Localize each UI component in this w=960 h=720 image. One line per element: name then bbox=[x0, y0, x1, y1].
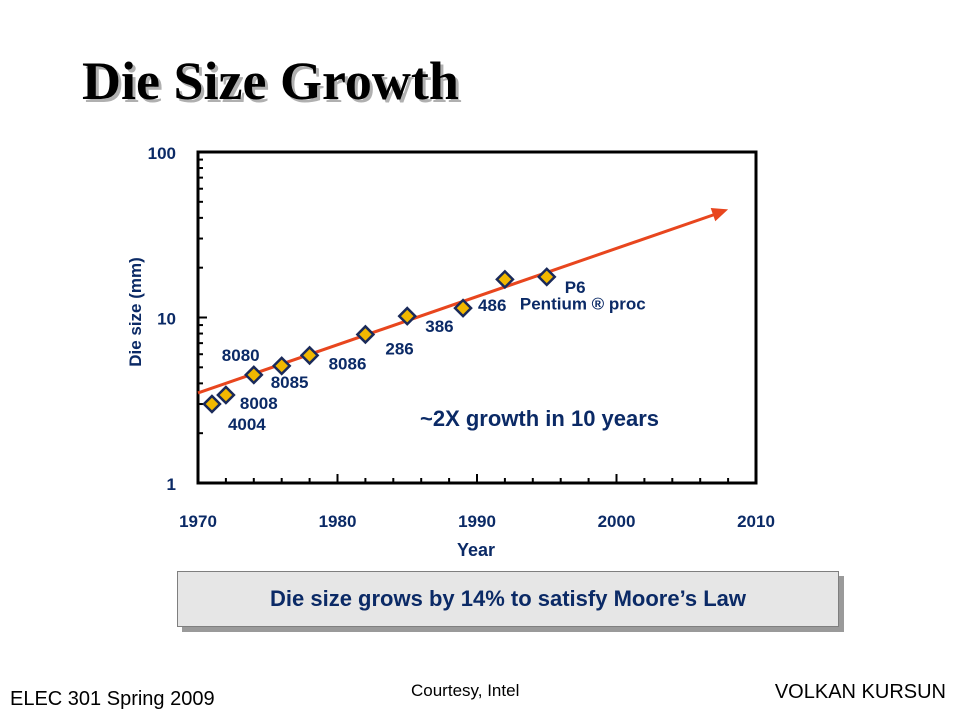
data-point-label: P6 bbox=[565, 278, 586, 297]
chart-axes bbox=[196, 150, 758, 485]
course-label: ELEC 301 Spring 2009 bbox=[10, 688, 215, 710]
moore-law-callout: Die size grows by 14% to satisfy Moore’s… bbox=[177, 571, 839, 627]
data-point bbox=[271, 356, 292, 376]
data-point-label: 8086 bbox=[329, 354, 367, 373]
callout-text: Die size grows by 14% to satisfy Moore’s… bbox=[270, 586, 746, 611]
trend-arrowhead bbox=[710, 208, 729, 222]
data-point-label: 8085 bbox=[271, 373, 309, 392]
data-point bbox=[299, 345, 320, 366]
data-point bbox=[397, 306, 418, 326]
chart-tick-labels: 1970 1980 1990 2000 2010 1 10 100 bbox=[148, 144, 775, 531]
data-point-label: Pentium ® proc bbox=[520, 294, 646, 313]
data-point bbox=[536, 267, 557, 287]
data-point-label: 486 bbox=[478, 296, 506, 315]
author-label: VOLKAN KURSUN bbox=[774, 681, 946, 703]
y-axis-label: Die size (mm) bbox=[126, 257, 145, 367]
data-point-label: 4004 bbox=[228, 415, 266, 434]
x-tick-label: 2010 bbox=[737, 512, 775, 531]
plot-frame bbox=[196, 150, 758, 485]
courtesy-label: Courtesy, Intel bbox=[411, 681, 520, 700]
x-tick-label: 1970 bbox=[179, 512, 217, 531]
page-title: Die Size Growth bbox=[82, 51, 459, 111]
y-tick-label: 1 bbox=[167, 475, 176, 494]
data-point-label: 8080 bbox=[222, 346, 260, 365]
data-points bbox=[202, 267, 557, 414]
data-point bbox=[453, 298, 473, 318]
data-point-label: 286 bbox=[385, 339, 413, 358]
data-point bbox=[244, 365, 264, 385]
data-point bbox=[216, 385, 236, 405]
data-point bbox=[495, 269, 515, 290]
x-tick-label: 1980 bbox=[319, 512, 357, 531]
y-tick-label: 10 bbox=[157, 310, 176, 329]
data-point-label: 386 bbox=[425, 317, 453, 336]
data-point-labels: 4004 8008 8080 8085 8086 286 386 486 Pentium ® p… bbox=[222, 278, 646, 434]
x-axis-label: Year bbox=[457, 540, 495, 560]
data-point-label: 8008 bbox=[240, 394, 278, 413]
x-tick-label: 1990 bbox=[458, 512, 496, 531]
chart-ticks bbox=[197, 151, 757, 484]
data-point bbox=[202, 394, 222, 414]
data-point bbox=[355, 324, 376, 345]
x-tick-label: 2000 bbox=[598, 512, 636, 531]
growth-annotation: ~2X growth in 10 years bbox=[420, 406, 659, 431]
y-tick-label: 100 bbox=[148, 144, 176, 163]
